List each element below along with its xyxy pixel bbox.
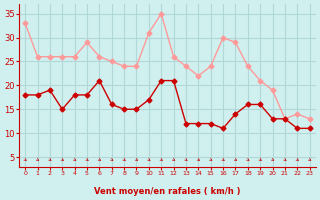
- X-axis label: Vent moyen/en rafales ( km/h ): Vent moyen/en rafales ( km/h ): [94, 187, 241, 196]
